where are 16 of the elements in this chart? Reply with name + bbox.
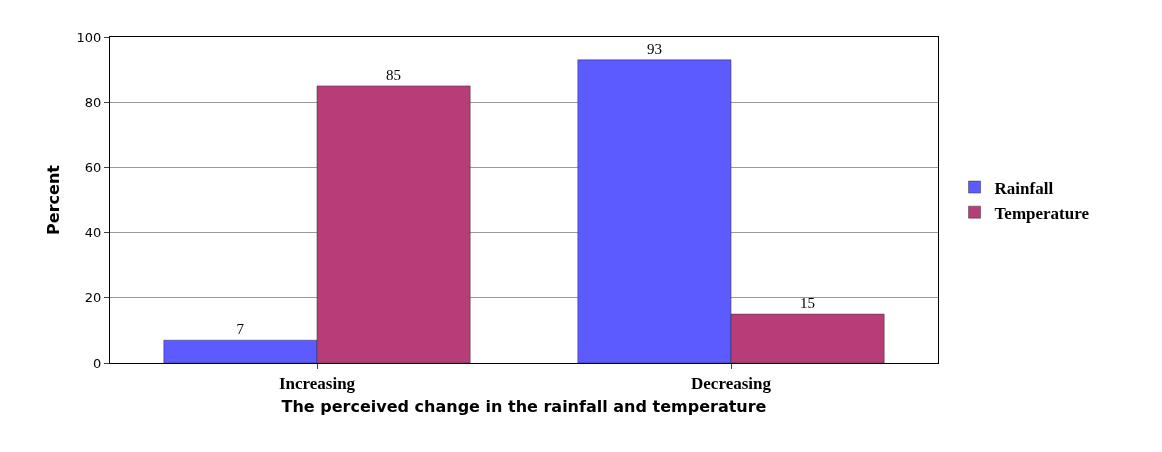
y-tick-label: 40 xyxy=(84,225,102,241)
y-tick-label: 20 xyxy=(84,290,102,306)
y-axis-title: Percent xyxy=(44,164,64,235)
y-tick-label: 0 xyxy=(93,355,102,371)
x-axis-title: The perceived change in the rainfall and temperature xyxy=(281,397,767,417)
x-tick-label: Increasing xyxy=(278,374,356,394)
y-tick-label: 100 xyxy=(76,29,102,45)
x-tick-label: Decreasing xyxy=(691,374,772,394)
legend-label: Temperature xyxy=(994,203,1090,223)
data-label: 85 xyxy=(386,66,402,83)
data-label: 7 xyxy=(236,321,245,338)
y-tick-label: 80 xyxy=(84,94,102,110)
data-label: 15 xyxy=(800,295,816,312)
data-label: 93 xyxy=(646,40,662,57)
y-tick-label: 60 xyxy=(84,159,102,175)
legend-label: Rainfall xyxy=(994,178,1054,198)
